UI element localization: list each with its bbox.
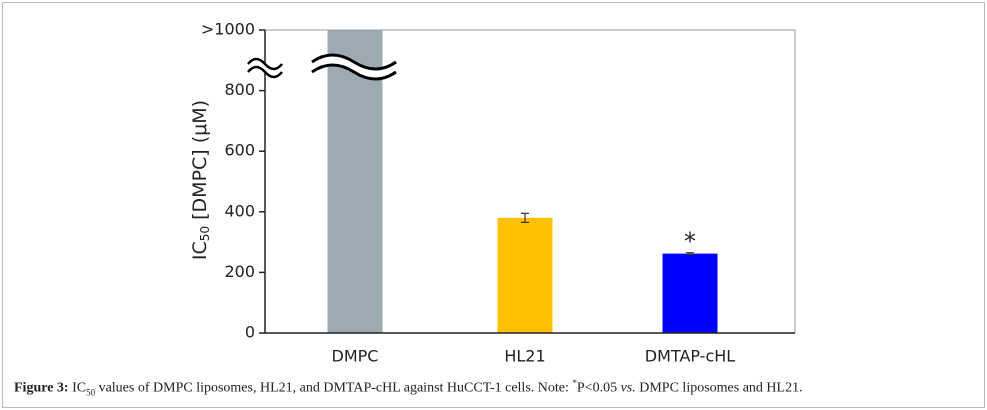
caption-sup: * bbox=[572, 378, 577, 388]
caption-label: Figure 3: bbox=[14, 380, 69, 396]
bar bbox=[497, 217, 553, 333]
y-label-main: IC bbox=[189, 241, 211, 260]
y-tick-label: 600 bbox=[224, 141, 255, 160]
caption-text: values of DMPC liposomes, HL21, and DMTA… bbox=[95, 380, 573, 396]
x-tick-label: HL21 bbox=[504, 347, 545, 366]
caption-sub: 50 bbox=[86, 387, 96, 398]
caption: Figure 3: IC50 values of DMPC liposomes,… bbox=[14, 378, 803, 397]
y-tick-label: 200 bbox=[224, 262, 255, 281]
y-label-sub: 50 bbox=[198, 226, 212, 241]
axis-break bbox=[247, 53, 397, 81]
caption-text: IC bbox=[68, 380, 87, 396]
bar bbox=[662, 253, 718, 333]
y-tick-label: 0 bbox=[245, 323, 255, 342]
x-tick-label: DMTAP-cHL bbox=[645, 347, 736, 366]
error-bar bbox=[686, 252, 694, 256]
caption-text: P<0.05 bbox=[576, 380, 621, 396]
plot-frame bbox=[265, 29, 796, 333]
caption-em: vs. bbox=[620, 380, 636, 396]
significance-marker: * bbox=[684, 228, 696, 256]
caption-text: DMPC liposomes and HL21. bbox=[635, 380, 803, 396]
error-bar bbox=[521, 212, 529, 224]
x-tick-label: DMPC bbox=[332, 347, 379, 366]
marks bbox=[327, 30, 718, 333]
bar bbox=[327, 30, 383, 333]
y-label-rest: [DMPC] (μM) bbox=[189, 100, 211, 226]
y-tick-label: >1000 bbox=[201, 20, 255, 39]
y-tick-label: 800 bbox=[224, 80, 255, 99]
y-tick-label: 400 bbox=[224, 201, 255, 220]
y-axis-label: IC50 [DMPC] (μM) bbox=[189, 100, 212, 260]
